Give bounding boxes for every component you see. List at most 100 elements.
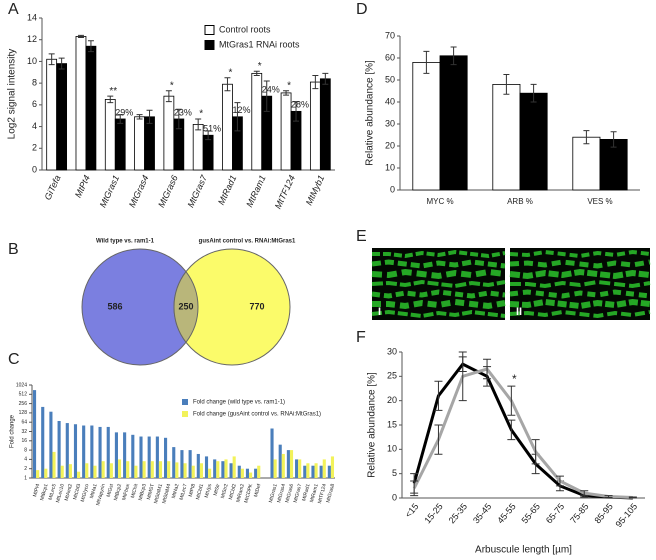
x-tick-label: MtChit	[130, 483, 140, 499]
error-bar	[107, 95, 114, 104]
bar	[183, 463, 187, 478]
x-tick-label: ARB %	[507, 197, 533, 206]
bar	[319, 78, 331, 171]
y-tick-label: 40	[385, 96, 395, 106]
error-bar	[507, 419, 516, 441]
error-bar	[434, 424, 443, 455]
x-tick-label: MtGras6	[284, 483, 295, 503]
bar	[126, 461, 130, 478]
line	[412, 367, 633, 500]
x-tick-label: MtGras1	[268, 483, 279, 503]
bar	[221, 461, 225, 478]
bar	[280, 92, 292, 171]
y-tick-label: 16	[21, 438, 27, 444]
x-axis-label: Arbuscule length [µm]	[475, 545, 572, 556]
x-tick-label: MtGras7	[293, 483, 304, 503]
x-tick-label: MtStr2	[220, 483, 230, 499]
cell-stripe	[371, 309, 506, 319]
y-tick-label: 12	[27, 34, 37, 44]
x-tick-label: VES %	[587, 197, 612, 206]
bar	[114, 432, 118, 478]
bar	[36, 470, 40, 478]
x-tick-label: MtGras4	[276, 483, 287, 503]
bar	[251, 72, 263, 171]
bar	[232, 456, 236, 478]
error-bar	[165, 90, 172, 103]
x-tick-label: MtBcp3	[138, 483, 148, 501]
bar	[314, 463, 318, 478]
bar	[139, 436, 143, 478]
bar	[188, 450, 192, 478]
bar	[57, 420, 61, 478]
x-tick-label: MtPt4	[73, 174, 92, 200]
x-tick-label: MtLec5	[48, 483, 58, 501]
bar	[273, 459, 277, 478]
legend-swatch	[182, 411, 188, 417]
bar	[311, 465, 315, 478]
bar	[191, 465, 195, 478]
error-bar	[263, 80, 270, 112]
significance: **	[109, 86, 117, 97]
bar	[142, 461, 146, 478]
bar	[303, 465, 307, 478]
error-bar	[434, 380, 443, 411]
y-tick-label: 64	[21, 420, 27, 426]
bar	[144, 116, 155, 171]
y-tick-label: 2	[24, 466, 27, 472]
x-tick-label: MtRam1	[309, 483, 320, 503]
set-title: Wild type vs. ram1-1	[96, 239, 155, 245]
significance: *	[287, 80, 291, 91]
x-tick-label: MtLec7	[179, 483, 189, 501]
bar	[32, 390, 37, 478]
bar	[224, 459, 228, 478]
error-bar	[555, 475, 564, 487]
y-tick-label: 1	[24, 475, 27, 481]
bar	[439, 55, 468, 191]
significance: *	[199, 109, 203, 120]
panel-label: E	[356, 228, 367, 245]
y-tick-label: 10	[385, 162, 395, 172]
x-tick-label: 55-65	[520, 501, 542, 525]
x-tick-label: MtTF124	[317, 483, 328, 504]
venn-overlap	[173, 270, 199, 344]
bar	[204, 456, 209, 478]
legend-label: Fold change (gusAint control vs. RNAi:Mt…	[193, 412, 321, 418]
bar	[572, 136, 601, 191]
panel-label: A	[8, 1, 19, 18]
overlap-count: 250	[178, 301, 193, 311]
legend-swatch	[204, 25, 215, 35]
error-bar	[136, 114, 143, 120]
y-tick-label: 512	[19, 392, 28, 398]
bar	[167, 461, 171, 478]
percent-label: 23%	[174, 107, 192, 117]
y-tick-label: 8	[32, 78, 37, 88]
bar	[82, 425, 86, 478]
bar	[106, 426, 110, 478]
bar	[155, 436, 159, 478]
x-tick-label: MtRad1	[301, 483, 311, 502]
bar	[216, 461, 220, 478]
y-tick-label: 20	[387, 395, 397, 405]
bar	[249, 472, 253, 478]
y-tick-label: 30	[385, 118, 395, 128]
x-tick-label: MtBcp2	[113, 483, 123, 501]
percent-label: 51%	[203, 124, 221, 134]
bar	[131, 434, 135, 478]
x-tick-label: MtPt4	[32, 483, 41, 497]
significance: *	[258, 61, 262, 72]
y-tick-label: 0	[392, 492, 397, 502]
x-tick-label: MtRad1	[216, 174, 238, 207]
y-tick-label: 30	[387, 346, 397, 356]
bar	[150, 461, 154, 478]
bar	[49, 411, 53, 478]
error-bar	[628, 496, 637, 499]
y-tick-label: 6	[32, 99, 37, 109]
bar	[41, 406, 45, 478]
percent-label: 12%	[232, 105, 250, 115]
image-label: II	[516, 306, 522, 318]
x-tick-label: MtVapyrin	[95, 483, 107, 506]
x-tick-label: MtTF124	[273, 174, 297, 211]
x-tick-label: MtPt8	[188, 483, 197, 497]
cell-stripe	[371, 289, 506, 299]
